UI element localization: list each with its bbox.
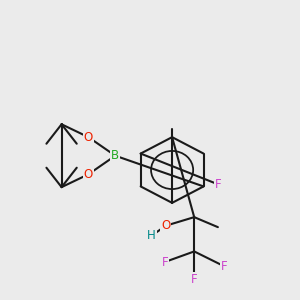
Text: O: O — [84, 130, 93, 144]
Text: H: H — [147, 229, 156, 242]
Text: B: B — [111, 149, 119, 162]
Text: F: F — [221, 260, 227, 273]
Text: F: F — [214, 178, 221, 191]
Text: O: O — [84, 168, 93, 181]
Text: O: O — [161, 219, 170, 232]
Text: F: F — [161, 256, 168, 268]
Text: F: F — [191, 273, 197, 286]
